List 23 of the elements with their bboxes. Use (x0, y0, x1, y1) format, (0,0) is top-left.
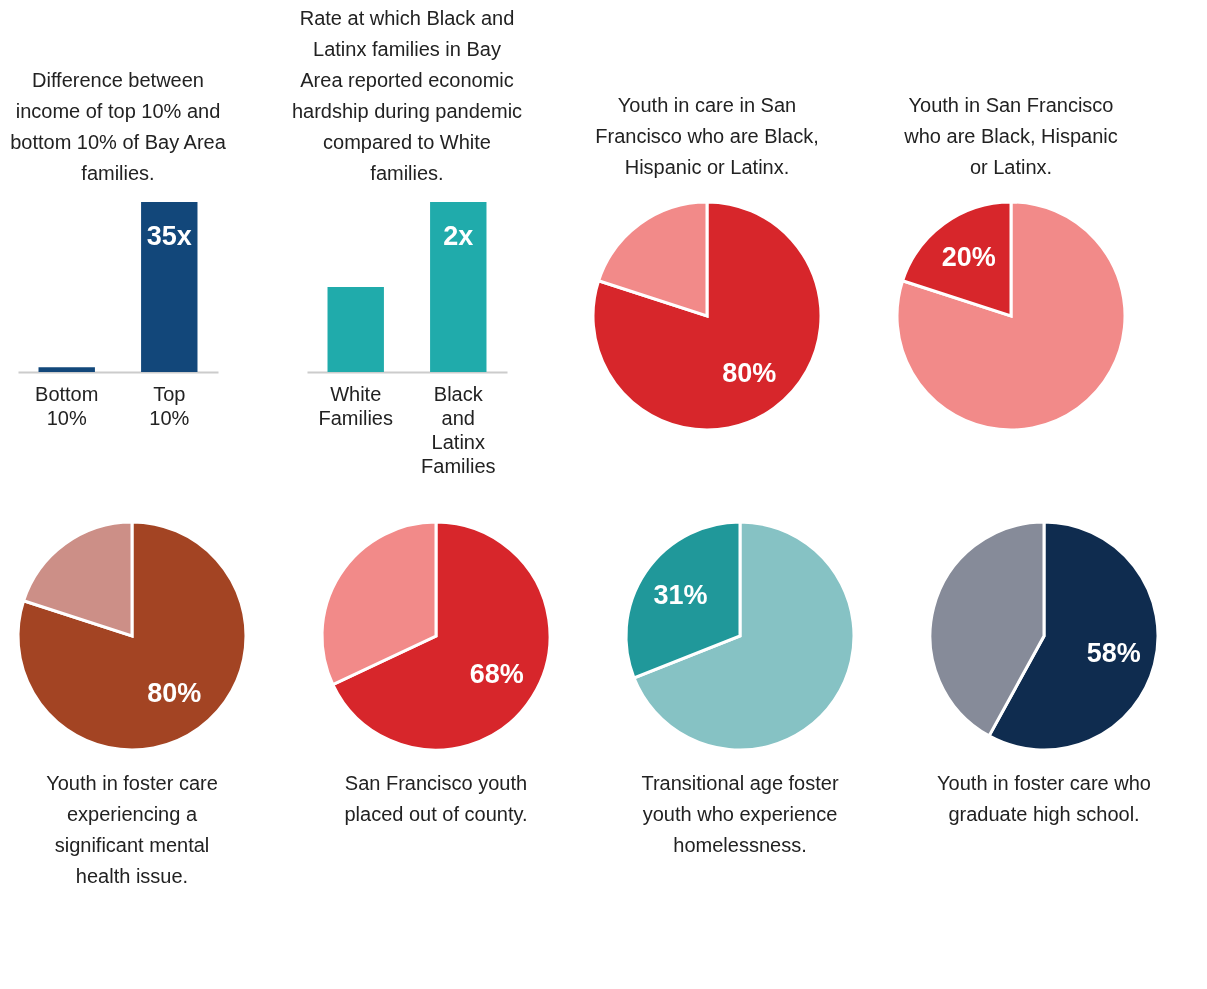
data-label: 2x (443, 221, 474, 251)
text: Youth in foster care experiencing a significant mental health issue. (46, 772, 218, 887)
data-label: 35x (146, 221, 192, 251)
x-tick-label: Black and Latinx Families (421, 382, 496, 477)
data-label: 80% (147, 678, 202, 709)
chart-title: Difference between income of top 10% and bottom 10% of Bay Area families. (10, 69, 227, 184)
chart-title: Youth in care in San Francisco who are Black, Hispanic or Latinx. (595, 94, 819, 178)
data-label: 80% (722, 358, 777, 389)
x-tick-label: Top 10% (149, 382, 190, 429)
data-label: 31% (653, 579, 708, 610)
pie-slice (591, 200, 823, 432)
text: Transitional age foster youth who experience homelessness. (641, 772, 839, 856)
data-label: 68% (469, 658, 524, 689)
data-label: 58% (1086, 637, 1141, 668)
text: San Francisco youth placed out of county. (344, 772, 528, 825)
text: Youth in foster care who graduate high school. (937, 772, 1151, 825)
chart-title: Rate at which Black and Latinx families in Bay Area reported economic hardship during pandemic compared to White families. (291, 7, 523, 184)
pie-slice (16, 520, 248, 752)
data-label: 20% (941, 241, 996, 272)
pie-slice (895, 200, 1127, 432)
chart-title: Youth in San Francisco who are Black, Hispanic or Latinx. (903, 94, 1118, 178)
x-tick-label: Bottom 10% (35, 382, 99, 429)
x-tick-label: White Families (318, 382, 393, 429)
